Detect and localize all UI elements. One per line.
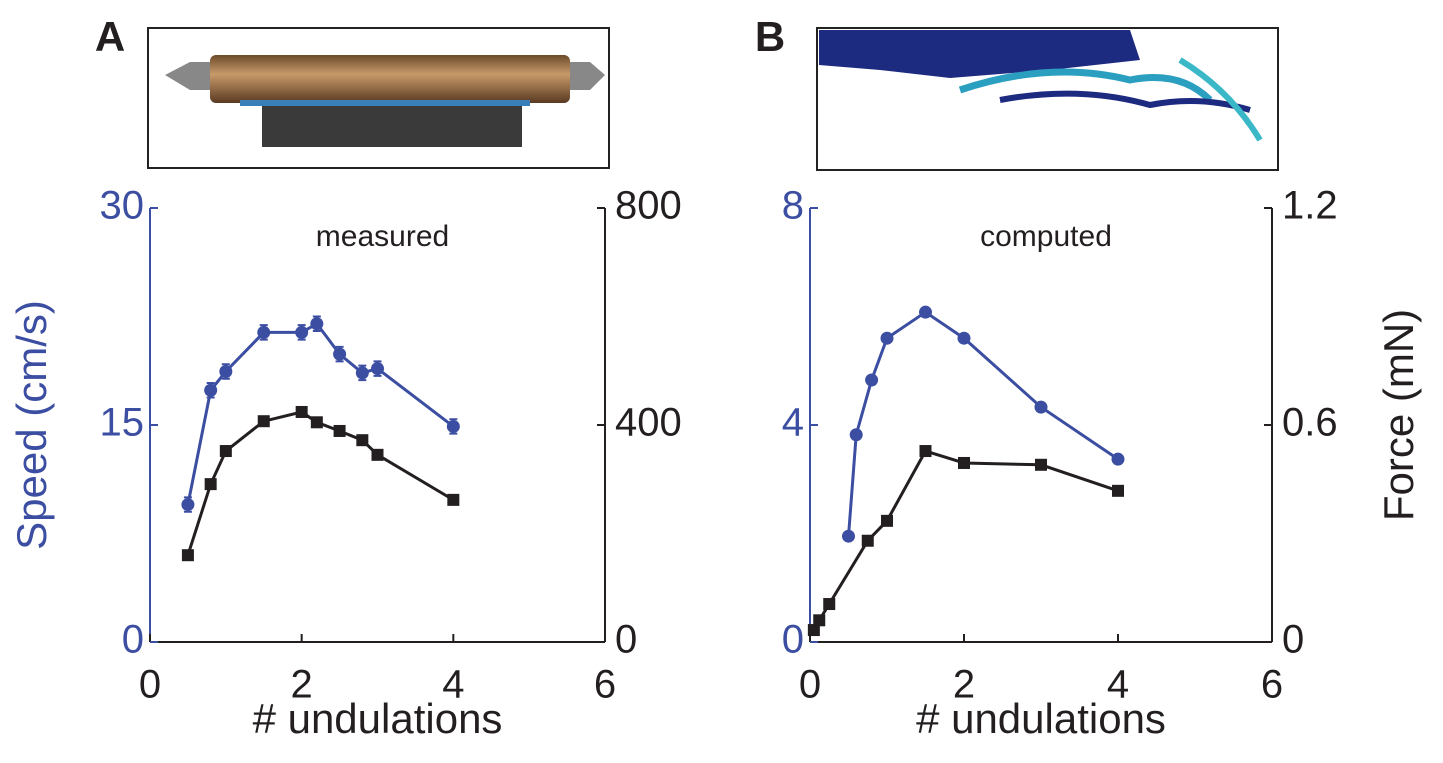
data-point <box>447 493 460 506</box>
data-point <box>356 434 369 447</box>
x-tick-label: 2 <box>953 663 975 707</box>
annotation: measured <box>316 220 449 253</box>
y-axis-label: Speed (cm/s) <box>8 300 55 550</box>
x-axis-label: # undulations <box>916 695 1166 742</box>
data-point <box>310 317 324 331</box>
y2-tick-label: 0.6 <box>1282 401 1338 445</box>
x-tick-label: 2 <box>291 663 313 707</box>
y-tick-label: 8 <box>782 184 804 228</box>
data-point <box>181 498 195 512</box>
x-tick-label: 4 <box>1107 663 1129 707</box>
data-point <box>865 373 879 387</box>
x-tick-label: 0 <box>139 663 161 707</box>
data-point <box>371 362 384 376</box>
data-point <box>333 424 346 437</box>
data-point <box>257 415 270 428</box>
data-point <box>958 456 970 469</box>
y-tick-label: 4 <box>782 401 804 445</box>
data-point <box>1034 400 1048 414</box>
robot-photo <box>147 27 610 169</box>
y2-tick-label: 0 <box>1282 618 1304 662</box>
x-axis-label: # undulations <box>253 695 503 742</box>
data-point <box>1111 452 1125 466</box>
data-point <box>204 383 218 397</box>
y2-axis-label: Force (mN) <box>1375 309 1422 521</box>
x-tick-label: 6 <box>1261 663 1283 707</box>
y-tick-label: 15 <box>100 401 145 445</box>
data-point <box>957 331 971 345</box>
data-point <box>310 416 323 429</box>
panel-label: B <box>755 13 785 60</box>
data-point <box>861 534 874 547</box>
series-line <box>186 321 455 505</box>
data-point <box>219 445 232 458</box>
data-point <box>181 549 194 562</box>
series-line <box>812 449 1119 631</box>
y2-tick-label: 800 <box>615 184 682 228</box>
data-point <box>842 529 855 543</box>
data-point <box>333 347 347 361</box>
data-point <box>813 614 826 627</box>
data-point <box>295 405 308 418</box>
data-point <box>807 624 820 637</box>
data-point <box>1112 484 1124 497</box>
y2-tick-label: 0 <box>615 618 637 662</box>
data-point <box>1035 458 1047 471</box>
data-point <box>371 448 384 461</box>
series-line <box>847 310 1119 537</box>
x-tick-label: 6 <box>594 663 616 707</box>
simulation-image <box>816 27 1279 171</box>
y-tick-label: 0 <box>122 618 144 662</box>
y-tick-label: 30 <box>100 184 145 228</box>
annotation: computed <box>980 220 1112 253</box>
data-point <box>881 514 893 527</box>
data-point <box>823 598 836 611</box>
data-point <box>919 445 932 458</box>
y2-tick-label: 400 <box>615 401 682 445</box>
panel-label: A <box>95 13 125 60</box>
series-line <box>186 410 455 556</box>
y2-tick-label: 1.2 <box>1282 184 1338 228</box>
data-point <box>880 331 894 345</box>
x-tick-label: 4 <box>442 663 464 707</box>
data-point <box>919 305 932 319</box>
y-tick-label: 0 <box>782 618 804 662</box>
data-point <box>355 366 369 380</box>
data-point <box>219 364 233 378</box>
data-point <box>295 325 309 339</box>
data-point <box>849 428 863 442</box>
data-point <box>446 419 460 433</box>
x-tick-label: 0 <box>799 663 821 707</box>
data-point <box>204 478 217 491</box>
data-point <box>257 325 271 339</box>
